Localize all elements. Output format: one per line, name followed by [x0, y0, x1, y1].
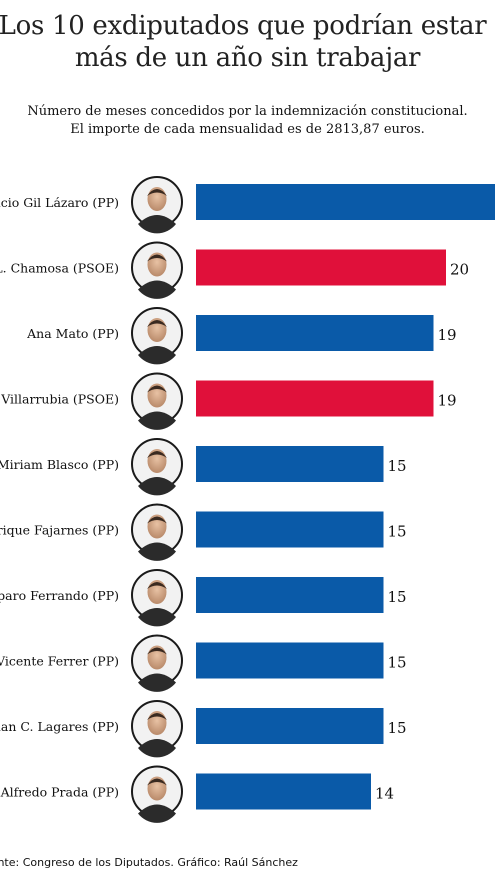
chart-subtitle-line2: El importe de cada mensualidad es de 281…	[70, 122, 425, 137]
chart-subtitle: Número de meses concedidos por la indemn…	[0, 103, 495, 139]
category-label: Enrique Fajarnes (PP)	[0, 523, 119, 538]
bar-row: Alfredo Prada (PP) 14	[0, 765, 394, 823]
value-label: 15	[388, 588, 407, 606]
bar	[196, 315, 434, 351]
category-label: Miriam Blasco (PP)	[0, 457, 119, 472]
chart-source: Fuente: Congreso de los Diputados. Gráfi…	[0, 856, 495, 869]
value-label: 15	[388, 457, 407, 475]
bar-row: Ignacio Gil Lázaro (PP)24	[0, 176, 495, 234]
chart-title-line1: Los 10 exdiputados que podrían estar	[0, 11, 487, 41]
bar	[196, 446, 384, 482]
bar-row: Amparo Ferrando (PP) 15	[0, 569, 407, 627]
category-label: Mª Pilar L. Chamosa (PSOE)	[0, 261, 119, 276]
bar	[196, 642, 384, 679]
avatar	[131, 372, 183, 430]
chart-source-text: Fuente: Congreso de los Diputados. Gráfi…	[0, 856, 298, 869]
bar-row: Juan C. Lagares (PP) 15	[0, 700, 407, 758]
value-label: 20	[450, 261, 469, 279]
bar-row: Julio Villarrubia (PSOE) 19	[0, 372, 457, 430]
bar	[196, 577, 384, 613]
avatar	[131, 503, 183, 561]
avatar	[131, 176, 183, 234]
value-label: 19	[438, 392, 457, 410]
bar-chart: Ignacio Gil Lázaro (PP)24 Mª Pilar L. Cha…	[0, 176, 495, 823]
avatar	[131, 634, 183, 692]
bar	[196, 380, 434, 417]
bar	[196, 184, 495, 220]
bar	[196, 708, 384, 744]
category-label: Alfredo Prada (PP)	[0, 785, 119, 800]
value-label: 14	[375, 785, 394, 803]
chart-subtitle-line1: Número de meses concedidos por la indemn…	[27, 104, 468, 119]
bar-row: Vicente Ferrer (PP) 15	[0, 634, 407, 692]
avatar	[131, 241, 183, 299]
avatar	[131, 569, 183, 627]
category-label: Ana Mato (PP)	[26, 326, 119, 341]
bar	[196, 773, 371, 810]
category-label: Amparo Ferrando (PP)	[0, 588, 119, 603]
bar	[196, 511, 384, 548]
category-label: Ignacio Gil Lázaro (PP)	[0, 195, 119, 210]
chart-title-line2: más de un año sin trabajar	[74, 43, 421, 73]
category-label: Juan C. Lagares (PP)	[0, 719, 119, 734]
avatar	[131, 765, 183, 823]
avatar	[131, 307, 183, 365]
bar-row: Enrique Fajarnes (PP) 15	[0, 503, 407, 561]
value-label: 19	[438, 326, 457, 344]
bar	[196, 249, 446, 286]
category-label: Julio Villarrubia (PSOE)	[0, 392, 119, 407]
bar-row: Ana Mato (PP) 19	[26, 307, 457, 365]
bar-row: Miriam Blasco (PP) 15	[0, 438, 407, 496]
bar-row: Mª Pilar L. Chamosa (PSOE) 20	[0, 241, 469, 299]
category-label: Vicente Ferrer (PP)	[0, 654, 119, 669]
value-label: 15	[388, 523, 407, 541]
avatar	[131, 438, 183, 496]
value-label: 15	[388, 654, 407, 672]
value-label: 15	[388, 719, 407, 737]
chart-title: Los 10 exdiputados que podrían estar más…	[0, 10, 495, 74]
avatar	[131, 700, 183, 758]
